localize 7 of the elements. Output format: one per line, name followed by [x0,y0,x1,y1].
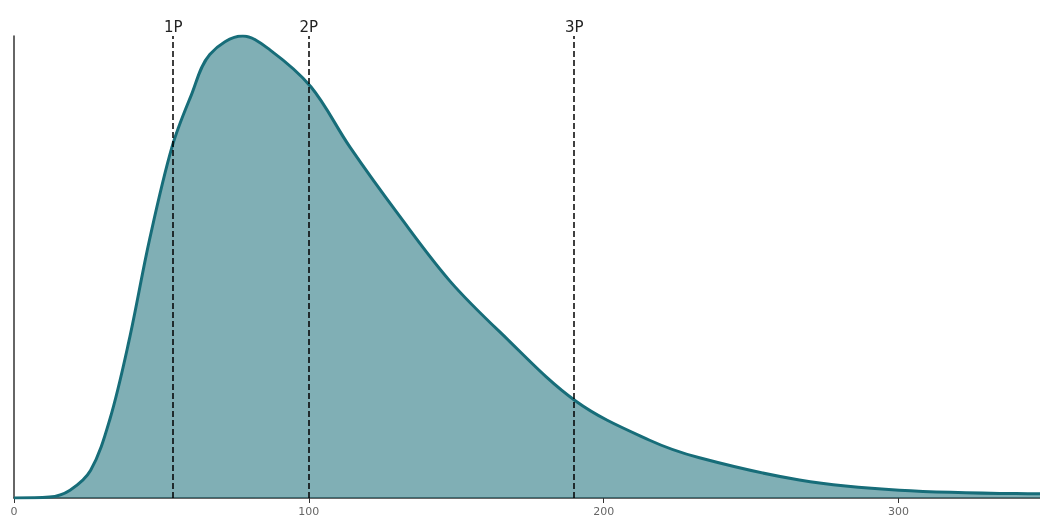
x-tick-label: 200 [593,505,615,518]
x-tick-label: 100 [298,505,320,518]
ref-line-label: 1P [163,17,183,36]
ref-line-label: 3P [564,17,584,36]
ref-line-label: 2P [299,17,319,36]
x-tick-label: 300 [887,505,909,518]
x-tick-label: 0 [10,505,18,518]
